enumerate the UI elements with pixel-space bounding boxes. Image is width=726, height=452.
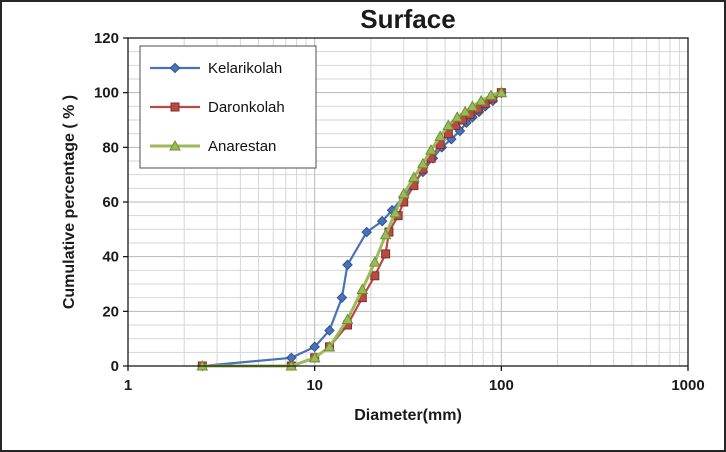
series-marker-daronkolah	[381, 249, 391, 259]
series-marker-kelarikolah	[309, 341, 320, 353]
series-marker-anarestan	[356, 283, 369, 294]
chart-title: Surface	[360, 4, 455, 34]
y-tick-label: 40	[102, 249, 119, 266]
series-marker-kelarikolah	[361, 226, 373, 238]
series-marker-anarestan	[485, 89, 497, 100]
y-tick-label: 0	[111, 358, 119, 375]
series-marker-anarestan	[368, 256, 381, 267]
x-axis-label: Diameter(mm)	[354, 407, 462, 424]
legend-marker-kelarikolah	[169, 62, 181, 74]
y-tick-label: 80	[102, 139, 119, 156]
series-marker-anarestan	[459, 105, 472, 117]
series-marker-kelarikolah	[342, 259, 353, 271]
series-marker-anarestan	[466, 100, 479, 111]
legend-label-daronkolah: Daronkolah	[208, 99, 285, 116]
series-marker-anarestan	[341, 313, 354, 325]
series-marker-kelarikolah	[324, 325, 335, 336]
legend: Kelarikolah Daronkolah Anarestan	[139, 45, 317, 169]
y-tick-label: 20	[102, 303, 119, 320]
y-tick-label: 100	[94, 85, 119, 102]
x-tick-label: 1	[124, 377, 132, 394]
series-marker-kelarikolah	[376, 215, 388, 227]
x-tick-label: 1000	[671, 377, 704, 394]
series-marker-anarestan	[425, 144, 437, 155]
series-marker-anarestan	[442, 119, 455, 130]
series-marker-anarestan	[475, 94, 488, 106]
series-marker-anarestan	[323, 340, 336, 352]
series-marker-daronkolah	[370, 271, 380, 281]
series-marker-anarestan	[434, 130, 446, 141]
series-marker-anarestan	[389, 206, 402, 218]
x-tick-label: 10	[306, 377, 323, 394]
series-marker-anarestan	[495, 86, 508, 98]
legend-label-kelarikolah: Kelarikolah	[208, 60, 282, 77]
series-marker-anarestan	[308, 351, 321, 363]
y-axis-label: Cumulative percentage ( % )	[61, 95, 78, 309]
series-marker-anarestan	[408, 171, 420, 182]
series-marker-anarestan	[417, 157, 429, 169]
legend-label-anarestan: Anarestan	[208, 138, 276, 155]
series-marker-anarestan	[379, 228, 392, 240]
legend-marker-daronkolah	[170, 102, 180, 112]
x-tick-label: 100	[489, 377, 514, 394]
y-tick-label: 120	[94, 30, 119, 47]
series-marker-anarestan	[451, 111, 464, 122]
series-marker-anarestan	[397, 187, 410, 199]
legend-marker-anarestan	[169, 139, 181, 151]
series-marker-kelarikolah	[336, 292, 348, 303]
y-tick-label: 60	[102, 194, 119, 211]
